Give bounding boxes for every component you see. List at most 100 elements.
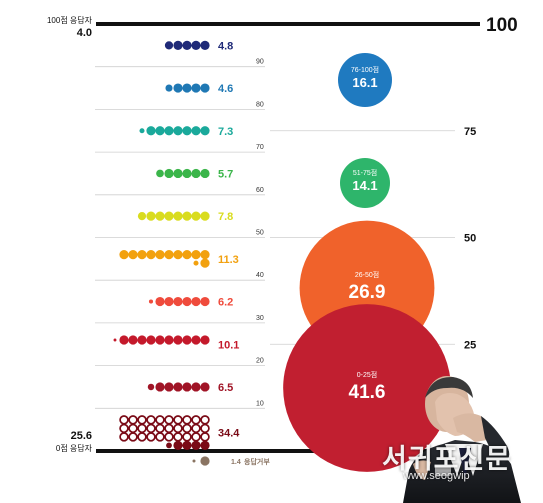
dot [182, 40, 192, 50]
partial-dot [193, 260, 199, 266]
dot [146, 335, 156, 345]
dot [155, 382, 165, 392]
refusal-dot [200, 456, 210, 466]
photo-person-covering-face [395, 372, 543, 503]
value-label-4: 7.8 [218, 211, 233, 223]
watermark-url: www.seogwip [403, 470, 470, 482]
dot [146, 432, 156, 442]
partial-dot [165, 84, 173, 92]
dot [200, 168, 210, 179]
dot [155, 432, 165, 442]
group-bubble-1 [340, 158, 390, 208]
dot [137, 432, 147, 442]
dot [119, 432, 129, 442]
value-label-7: 10.1 [218, 339, 239, 351]
dot [191, 432, 201, 442]
value-label-9: 34.4 [218, 428, 240, 440]
dot [191, 250, 201, 260]
group-bubble-0 [338, 53, 392, 107]
dot [164, 382, 174, 392]
value-label-1: 4.6 [218, 83, 233, 95]
dot [128, 415, 138, 425]
dot [164, 296, 174, 307]
value-label-8: 6.5 [218, 382, 233, 394]
dot [173, 415, 183, 425]
dot [182, 250, 192, 260]
dot [200, 335, 210, 345]
dot [146, 250, 156, 260]
value-label-2: 7.3 [218, 126, 233, 138]
dot [182, 440, 192, 450]
watermark-title: 서귀포신문 [382, 444, 512, 474]
dot [200, 423, 210, 434]
dot [119, 415, 129, 425]
partial-dot [166, 442, 172, 449]
dot [164, 423, 174, 434]
dot [119, 250, 129, 260]
dot [173, 250, 183, 260]
dot [173, 423, 183, 434]
dot [164, 250, 174, 260]
group-value-label-3: 41.6 [349, 382, 386, 403]
tick-label-10: 10 [256, 400, 264, 407]
dot [119, 423, 129, 434]
dot [182, 168, 192, 179]
dot [182, 211, 192, 221]
dot [173, 211, 183, 221]
top-edge-value: 4.0 [76, 27, 92, 39]
dot [191, 423, 201, 434]
dot [182, 382, 192, 392]
dot [173, 382, 183, 392]
tick-label-30: 30 [256, 315, 264, 322]
dot [128, 432, 138, 442]
tick-label-90: 90 [256, 59, 264, 66]
group-range-label-0: 76-100점 [351, 66, 379, 74]
value-label-3: 5.7 [218, 168, 233, 180]
partial-dot [148, 299, 154, 304]
right-tick-label-75: 75 [464, 126, 476, 138]
dot [191, 415, 201, 425]
value-label-5: 11.3 [218, 254, 239, 266]
group-range-label-2: 26-50점 [355, 271, 379, 279]
right-tick-label-25: 25 [464, 339, 476, 351]
dot [137, 250, 147, 260]
dot [191, 335, 201, 345]
dot [164, 211, 174, 221]
tick-label-40: 40 [256, 272, 264, 279]
refusal-value-label: 1.4 [231, 459, 241, 466]
dot [164, 126, 174, 136]
tick-label-60: 60 [256, 187, 264, 194]
dot [146, 126, 156, 136]
dot [191, 211, 201, 221]
dot [137, 423, 147, 434]
dot [182, 415, 192, 425]
dot [200, 211, 210, 221]
dot [173, 335, 183, 345]
dot [155, 423, 165, 434]
dot [146, 415, 156, 425]
dot [191, 168, 201, 179]
dot [164, 415, 174, 425]
dot [200, 250, 210, 260]
dot [200, 83, 210, 93]
dot [137, 335, 147, 345]
dot [128, 335, 138, 345]
dot [173, 168, 183, 179]
dot [173, 440, 183, 450]
tick-label-20: 20 [256, 358, 264, 365]
dot [182, 296, 192, 307]
dot [200, 415, 210, 425]
dot [200, 40, 210, 50]
dot [155, 335, 165, 345]
dot [200, 440, 210, 450]
dot [182, 432, 192, 442]
dot [128, 250, 138, 260]
dot [173, 40, 183, 50]
group-range-label-1: 51-75점 [353, 169, 377, 177]
dot [191, 83, 201, 93]
refusal-partial-dot [192, 459, 196, 463]
dot [146, 211, 156, 221]
dot [191, 440, 201, 450]
dot [191, 382, 201, 392]
dot [200, 382, 210, 392]
